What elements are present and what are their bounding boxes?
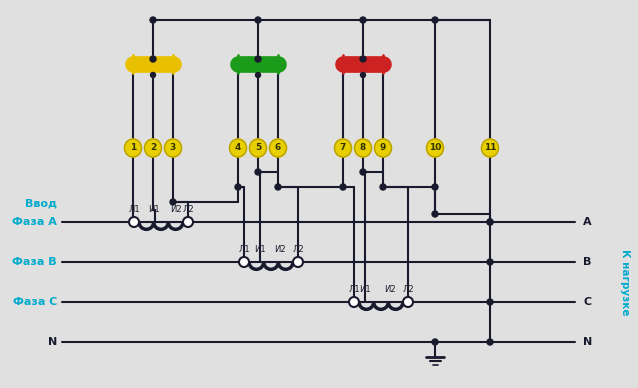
Circle shape (235, 184, 241, 190)
Ellipse shape (355, 139, 371, 157)
Circle shape (487, 299, 493, 305)
Text: B: B (583, 257, 591, 267)
Ellipse shape (482, 139, 498, 157)
Circle shape (360, 56, 366, 62)
Text: И1: И1 (148, 205, 160, 214)
Text: N: N (48, 337, 57, 347)
Text: Л2: Л2 (182, 205, 194, 214)
Text: 4: 4 (235, 144, 241, 152)
Circle shape (487, 219, 493, 225)
Text: Л1: Л1 (128, 205, 140, 214)
Text: 1: 1 (130, 144, 136, 152)
Circle shape (380, 184, 386, 190)
Text: Л2: Л2 (402, 285, 414, 294)
Ellipse shape (269, 139, 286, 157)
Text: Л2: Л2 (292, 245, 304, 254)
Ellipse shape (375, 139, 392, 157)
Text: 8: 8 (360, 144, 366, 152)
Circle shape (487, 259, 493, 265)
Circle shape (360, 73, 366, 78)
Text: A: A (583, 217, 591, 227)
Circle shape (255, 169, 261, 175)
Circle shape (170, 199, 176, 205)
Text: 10: 10 (429, 144, 441, 152)
Circle shape (255, 73, 260, 78)
Circle shape (403, 297, 413, 307)
Circle shape (340, 184, 346, 190)
Ellipse shape (334, 139, 352, 157)
Text: К нагрузке: К нагрузке (620, 249, 630, 315)
Text: 7: 7 (340, 144, 346, 152)
Circle shape (151, 73, 156, 78)
Circle shape (432, 184, 438, 190)
Circle shape (150, 56, 156, 62)
Ellipse shape (165, 139, 181, 157)
Text: И2: И2 (384, 285, 396, 294)
Ellipse shape (144, 139, 161, 157)
Circle shape (150, 17, 156, 23)
Circle shape (293, 257, 303, 267)
Text: И2: И2 (274, 245, 286, 254)
Ellipse shape (230, 139, 246, 157)
Text: 3: 3 (170, 144, 176, 152)
Text: Фаза A: Фаза A (12, 217, 57, 227)
Circle shape (255, 56, 261, 62)
Text: Фаза C: Фаза C (13, 297, 57, 307)
Circle shape (255, 17, 261, 23)
Circle shape (349, 297, 359, 307)
Text: C: C (583, 297, 591, 307)
Ellipse shape (249, 139, 267, 157)
Text: 5: 5 (255, 144, 261, 152)
Ellipse shape (124, 139, 142, 157)
Circle shape (360, 169, 366, 175)
Circle shape (360, 17, 366, 23)
Circle shape (432, 339, 438, 345)
Text: 9: 9 (380, 144, 386, 152)
Text: 11: 11 (484, 144, 496, 152)
Circle shape (129, 217, 139, 227)
Circle shape (432, 211, 438, 217)
Circle shape (487, 339, 493, 345)
Text: Фаза B: Фаза B (12, 257, 57, 267)
Text: 6: 6 (275, 144, 281, 152)
Text: Л1: Л1 (348, 285, 360, 294)
Text: Ввод: Ввод (25, 199, 57, 209)
Circle shape (487, 219, 493, 225)
Circle shape (239, 257, 249, 267)
Text: И1: И1 (359, 285, 371, 294)
Ellipse shape (426, 139, 443, 157)
Text: Л1: Л1 (238, 245, 250, 254)
Text: И2: И2 (170, 205, 182, 214)
Circle shape (275, 184, 281, 190)
Text: N: N (583, 337, 592, 347)
Circle shape (432, 17, 438, 23)
Circle shape (183, 217, 193, 227)
Text: И1: И1 (254, 245, 266, 254)
Text: 2: 2 (150, 144, 156, 152)
